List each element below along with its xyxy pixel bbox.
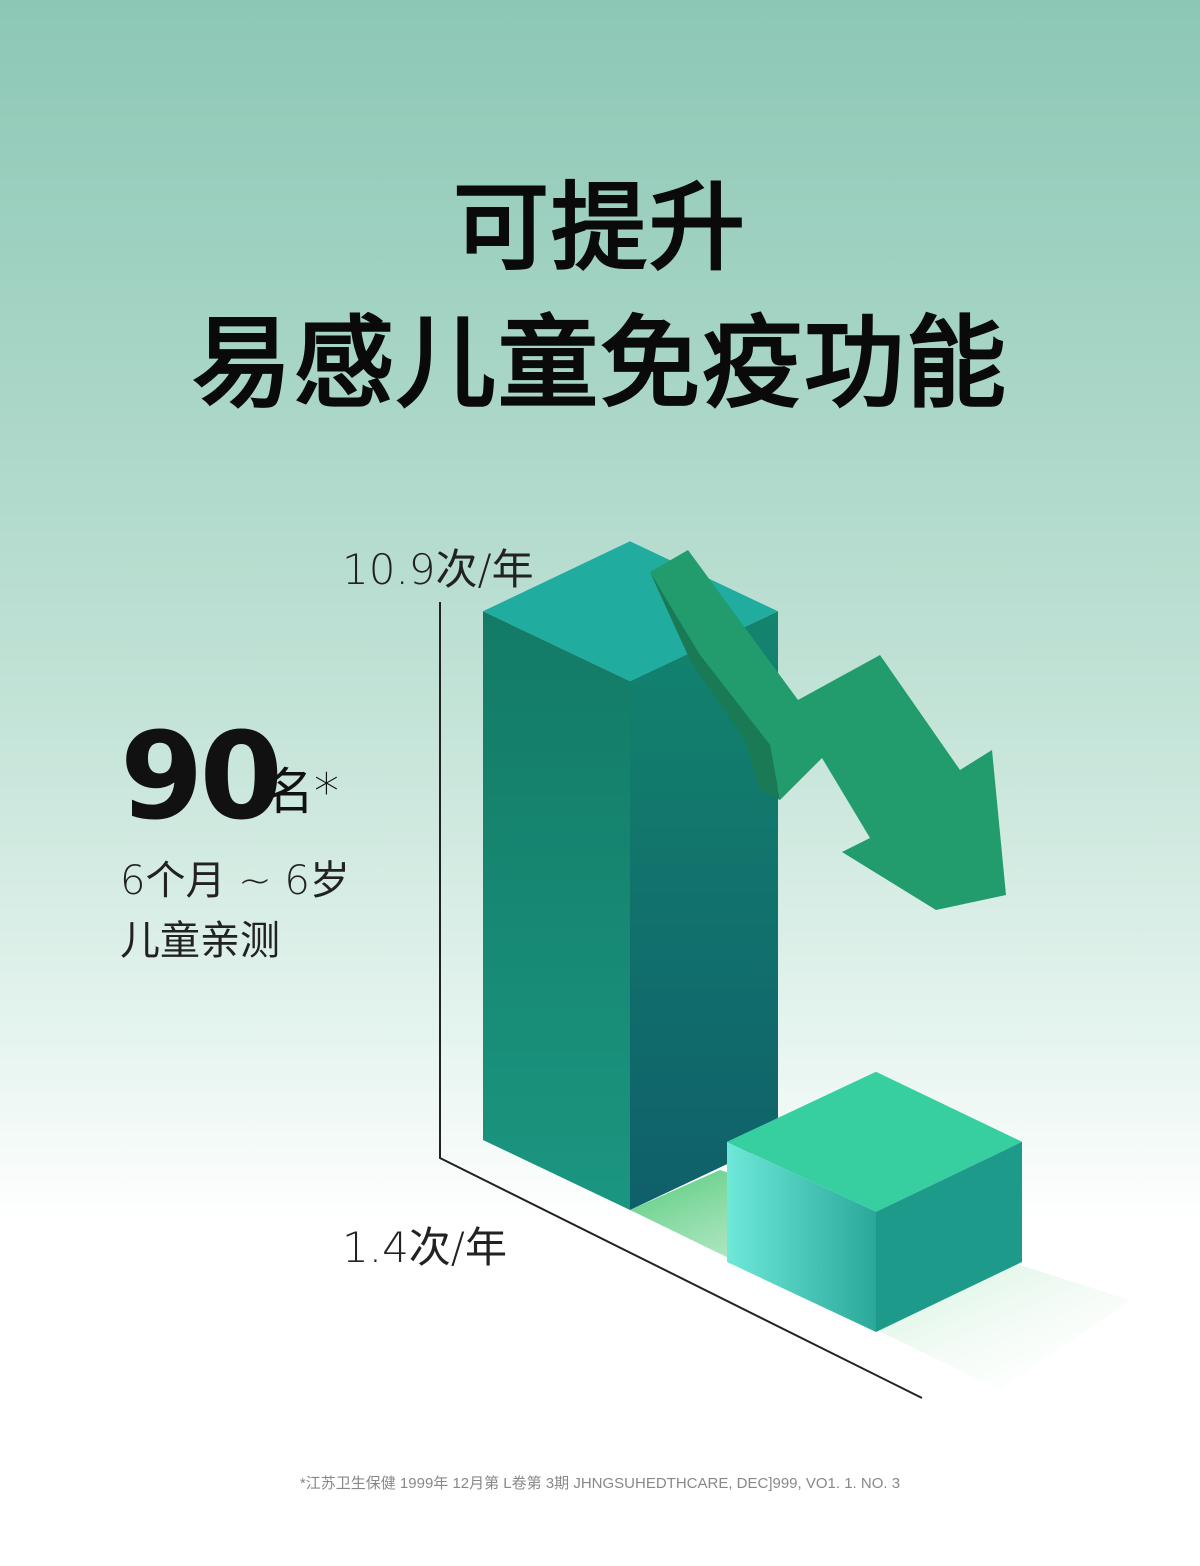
data-label-short: 1.4次/年 [342, 1223, 507, 1272]
title-line-2: 易感儿童免疫功能 [192, 305, 1008, 422]
axis-line [439, 602, 923, 1399]
title-line-1: 可提升 [453, 172, 747, 284]
sample-unit: 名* [264, 763, 339, 821]
sample-count: 90 [120, 708, 283, 847]
down-trend-arrow [650, 550, 1006, 910]
data-label-tall: 10.9次/年 [342, 545, 534, 594]
bar-1-right-face [876, 1141, 1022, 1332]
sample-age: 6个月 ~ 6岁 [120, 858, 350, 904]
bar-1-top-face [727, 1071, 1022, 1212]
bar-1-left-face [727, 1141, 876, 1332]
bar-0-top-face [483, 541, 778, 682]
sample-desc: 儿童亲测 [120, 918, 280, 964]
footnote: *江苏卫生保健 1999年 12月第 L卷第 3期 JHNGSUHEDTHCAR… [299, 1475, 901, 1492]
bar-0-left-face [483, 611, 630, 1210]
down-trend-arrow-side [650, 572, 780, 800]
bar-0-right-face [630, 611, 778, 1210]
